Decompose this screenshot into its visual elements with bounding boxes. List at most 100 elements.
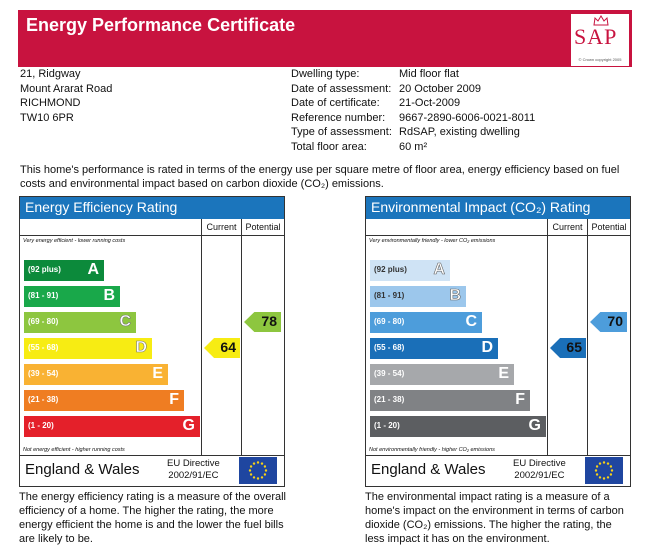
directive-line: 2002/91/EC [168, 470, 219, 481]
band-range: (55 - 68) [374, 343, 405, 352]
address-line: Mount Ararat Road [20, 82, 113, 95]
eu-directive: EU Directive 2002/91/EC [513, 458, 566, 482]
sap-logo-letters: SAP [574, 24, 618, 49]
detail-label: Dwelling type: [291, 68, 360, 80]
band-letter: E [152, 365, 163, 382]
bottom-note: Not energy efficient - higher running co… [23, 447, 125, 453]
row-divider [366, 235, 630, 236]
column-divider [587, 219, 588, 455]
certificate-title: Energy Performance Certificate [26, 15, 296, 35]
detail-row: Total floor area: 60 m² [291, 140, 535, 155]
detail-row: Reference number: 9667-2890-6006-0021-80… [291, 111, 535, 126]
panel-footer: England & Wales EU Directive 2002/91/EC [20, 456, 284, 486]
detail-value: 9667-2890-6006-0021-8011 [399, 111, 536, 124]
rating-band-f: (21 - 38) F [24, 390, 184, 411]
detail-label: Date of certificate: [291, 97, 380, 109]
detail-value: 21-Oct-2009 [399, 97, 461, 109]
environmental-impact-panel: Environmental Impact (CO₂) Rating Curren… [365, 196, 631, 487]
top-note: Very environmentally friendly - lower CO… [369, 238, 496, 244]
current-rating-arrow: 64 [204, 338, 240, 358]
band-letter: G [528, 417, 541, 434]
top-note: Very energy efficient - lower running co… [23, 238, 126, 244]
energy-efficiency-panel: Energy Efficiency Rating Current Potenti… [19, 196, 285, 487]
sap-logo: SAP © Crown copyright 2005 [571, 14, 629, 66]
band-range: (1 - 20) [28, 421, 54, 430]
potential-column-header: Potential [245, 222, 281, 232]
detail-value: 60 m² [399, 140, 428, 153]
band-letter: A [433, 261, 445, 279]
eu-flag-icon [239, 457, 277, 484]
detail-value: Mid floor flat [399, 68, 459, 80]
band-letter: E [498, 365, 509, 382]
row-divider [366, 455, 630, 456]
directive-line: EU Directive [513, 458, 566, 469]
rating-band-g: (1 - 20) G [24, 416, 200, 437]
band-range: (69 - 80) [28, 317, 59, 326]
current-rating-value: 64 [220, 339, 236, 355]
rating-band-a: (92 plus) A [370, 260, 450, 281]
energy-caption: The energy efficiency rating is a measur… [19, 491, 286, 545]
address-line: RICHMOND [20, 97, 81, 109]
potential-rating-value: 70 [607, 313, 623, 329]
potential-rating-arrow: 78 [244, 312, 281, 332]
column-divider [241, 219, 242, 455]
potential-rating-arrow: 70 [590, 312, 627, 332]
column-divider [547, 219, 548, 455]
detail-label: Date of assessment: [291, 82, 392, 95]
band-letter: D [135, 339, 147, 357]
band-range: (1 - 20) [374, 421, 400, 430]
detail-row: Date of assessment: 20 October 2009 [291, 82, 535, 97]
rating-band-g: (1 - 20) G [370, 416, 546, 437]
band-letter: G [182, 417, 195, 434]
current-column-header: Current [206, 222, 237, 232]
property-address: 21, Ridgway Mount Ararat Road RICHMOND T… [20, 67, 112, 125]
eu-directive: EU Directive 2002/91/EC [167, 458, 220, 482]
certificate-header: Energy Performance Certificate SAP © Cro… [18, 10, 632, 67]
band-range: (39 - 54) [28, 369, 59, 378]
band-range: (81 - 91) [28, 291, 59, 300]
detail-label: Reference number: [291, 111, 386, 124]
rating-band-d: (55 - 68) D [24, 338, 152, 359]
country-label: England & Wales [25, 461, 140, 478]
crown-icon [593, 15, 609, 26]
directive-line: EU Directive [167, 458, 220, 469]
country-label: England & Wales [371, 461, 486, 478]
detail-value: RdSAP, existing dwelling [399, 126, 520, 138]
rating-band-c: (69 - 80) C [24, 312, 136, 333]
env-panel-title: Environmental Impact (CO₂) Rating [366, 197, 630, 219]
env-caption: The environmental impact rating is a mea… [365, 491, 624, 545]
energy-panel-title: Energy Efficiency Rating [20, 197, 284, 219]
band-letter: C [119, 313, 131, 331]
band-letter: B [449, 287, 461, 305]
rating-band-f: (21 - 38) F [370, 390, 530, 411]
band-range: (69 - 80) [374, 317, 405, 326]
band-letter: D [481, 339, 493, 356]
address-line: TW10 6PR [20, 111, 74, 124]
band-letter: A [87, 261, 99, 278]
band-letter: F [515, 391, 525, 408]
sap-copyright: © Crown copyright 2005 [578, 57, 622, 62]
row-divider [20, 235, 284, 236]
detail-row: Date of certificate: 21-Oct-2009 [291, 96, 535, 111]
band-range: (92 plus) [374, 265, 407, 274]
potential-rating-value: 78 [261, 313, 277, 329]
band-range: (55 - 68) [28, 343, 59, 352]
rating-band-a: (92 plus) A [24, 260, 104, 281]
current-column-header: Current [552, 222, 583, 232]
column-divider [201, 219, 202, 455]
potential-column-header: Potential [591, 222, 627, 232]
eu-flag-icon [585, 457, 623, 484]
rating-band-e: (39 - 54) E [370, 364, 514, 385]
band-range: (92 plus) [28, 265, 61, 274]
bottom-note: Not environmentally friendly - higher CO… [369, 447, 495, 453]
address-line: 21, Ridgway [20, 68, 81, 80]
band-letter: C [465, 313, 477, 330]
band-letter: B [103, 287, 115, 304]
detail-label: Type of assessment: [291, 126, 392, 138]
panel-footer: England & Wales EU Directive 2002/91/EC [366, 456, 630, 486]
band-letter: F [169, 391, 179, 408]
rating-band-b: (81 - 91) B [370, 286, 466, 307]
dwelling-details: Dwelling type: Mid floor flat Date of as… [291, 67, 535, 154]
detail-row: Type of assessment: RdSAP, existing dwel… [291, 125, 535, 140]
performance-intro: This home's performance is rated in term… [20, 164, 620, 190]
